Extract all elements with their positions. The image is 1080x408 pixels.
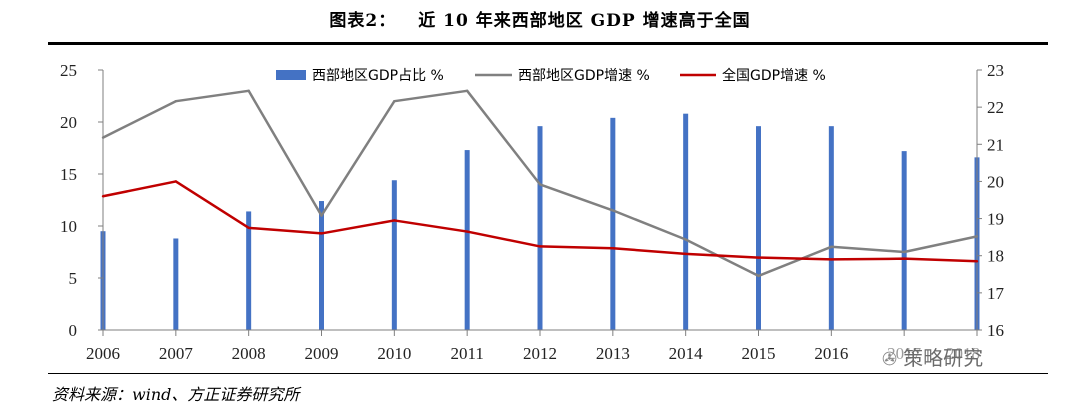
right-tick-label: 22 <box>987 98 1004 117</box>
west-growth-point <box>684 238 687 241</box>
west-growth-point <box>830 245 833 248</box>
national-growth-point <box>247 226 250 230</box>
west-growth-point <box>320 214 323 217</box>
legend-label-west-growth: 西部地区GDP增速 % <box>518 68 650 84</box>
west-growth-point <box>902 250 906 254</box>
watermark: ✇ 策略研究 <box>878 342 988 371</box>
x-tick-label: 2008 <box>232 344 266 363</box>
national-growth-point <box>830 258 833 261</box>
national-growth-point <box>393 219 396 222</box>
wechat-icon: ✇ <box>882 349 898 370</box>
right-tick-label: 23 <box>987 61 1004 80</box>
national-growth-point <box>101 195 105 198</box>
bar-west-share <box>464 150 470 330</box>
x-tick-label: 2012 <box>523 344 557 363</box>
west-growth-point <box>538 183 542 186</box>
bar-west-share <box>246 211 252 330</box>
x-tick-label: 2010 <box>377 344 411 363</box>
bar-west-share <box>391 180 397 330</box>
watermark-text: 策略研究 <box>903 346 984 370</box>
bottom-rule <box>48 373 1048 374</box>
national-growth-point <box>174 180 178 183</box>
x-tick-label: 2016 <box>814 344 848 363</box>
right-tick-label: 20 <box>987 172 1004 191</box>
x-tick-label: 2007 <box>159 344 194 363</box>
bar-west-share <box>828 126 834 330</box>
national-growth-point <box>465 230 469 233</box>
x-tick-label: 2015 <box>742 344 776 363</box>
west-growth-point <box>611 209 615 212</box>
x-tick-label: 2009 <box>305 344 339 363</box>
left-tick-label: 5 <box>69 269 78 288</box>
source-note: 资料来源：wind、方正证券研究所 <box>52 385 300 404</box>
left-tick-label: 0 <box>69 321 78 340</box>
bar-west-share <box>901 151 907 330</box>
bar-west-share <box>610 117 616 330</box>
west-growth-point <box>247 89 250 93</box>
right-tick-label: 21 <box>987 135 1004 154</box>
legend-label-west-share: 西部地区GDP占比 % <box>312 68 444 84</box>
bar-west-share <box>756 126 761 330</box>
bar-west-share <box>683 113 689 331</box>
legend-label-national-growth: 全国GDP增速 % <box>722 67 826 84</box>
west-growth-point <box>465 89 469 93</box>
left-tick-label: 25 <box>60 61 77 80</box>
figure-label: 图表2： <box>329 11 397 31</box>
x-tick-label: 2014 <box>669 344 704 363</box>
bar-west-share <box>319 201 324 330</box>
chart-title: 图表2： 近 10 年来西部地区 GDP 增速高于全国 <box>0 6 1080 31</box>
right-tick-label: 18 <box>987 247 1004 266</box>
west-growth-point <box>975 235 979 238</box>
x-tick-label: 2006 <box>86 344 120 363</box>
left-tick-label: 15 <box>60 165 77 184</box>
top-rule <box>48 42 1048 45</box>
national-growth-point <box>320 232 323 235</box>
legend-swatch-west-share <box>276 70 306 80</box>
right-tick-label: 17 <box>987 284 1005 303</box>
west-growth-point <box>757 274 760 278</box>
right-tick-label: 16 <box>987 321 1004 340</box>
left-tick-label: 20 <box>60 113 77 132</box>
x-tick-label: 2011 <box>450 344 483 363</box>
west-growth-point <box>393 100 396 103</box>
west-growth-point <box>174 100 178 103</box>
national-growth-point <box>538 245 542 248</box>
national-growth-point <box>902 257 906 260</box>
national-growth-point <box>757 256 760 259</box>
bar-west-share <box>173 238 179 330</box>
right-tick-label: 19 <box>987 210 1004 229</box>
west-growth-point <box>101 136 105 139</box>
bar-west-share <box>537 126 543 330</box>
left-tick-label: 10 <box>60 217 77 236</box>
x-tick-label: 2013 <box>596 344 630 363</box>
national-growth-point <box>975 260 979 263</box>
national-growth-point <box>611 247 615 250</box>
figure-title: 近 10 年来西部地区 GDP 增速高于全国 <box>418 11 751 31</box>
national-growth-point <box>684 252 687 256</box>
